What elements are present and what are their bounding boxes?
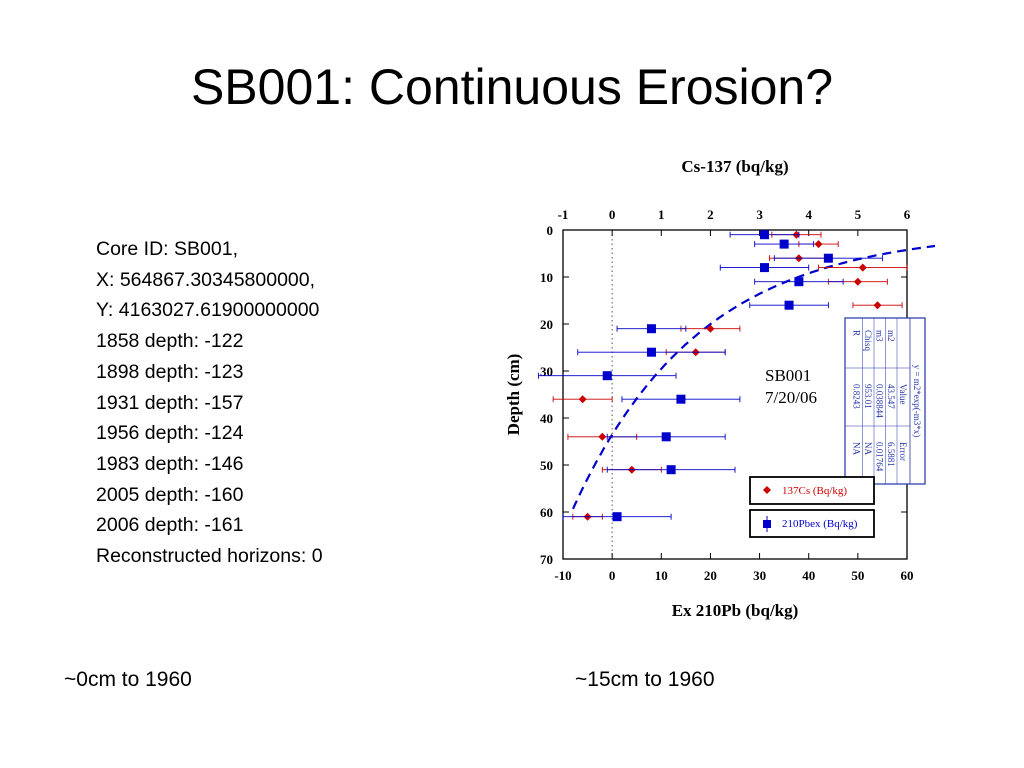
y-tick-label: 0 [547,223,554,238]
bottom-axis-title: Ex 210Pb (bq/kg) [672,601,799,620]
bottom-tick-label: 30 [753,568,766,583]
fit-table-frame [844,317,926,485]
core-info-block: Core ID: SB001, X: 564867.30345800000, Y… [96,234,323,572]
pb210-point [779,239,789,249]
fit-table-cell: 0.038844 [875,384,885,418]
cs137-point [598,432,607,441]
top-tick-label: 3 [756,207,763,222]
y-tick-label: 40 [540,411,553,426]
fit-table-cell: 0.8243 [852,384,862,409]
slide-title: SB001: Continuous Erosion? [190,59,834,115]
legend-cs137-marker [763,486,771,494]
bottom-tick-label: 50 [851,568,864,583]
info-line: Y: 4163027.61900000000 [96,299,320,322]
legend-pb210-marker [763,520,771,528]
fit-table-header: Value [898,384,908,405]
fit-table-header: Error [898,442,908,461]
fit-table-cell: NA [863,442,873,455]
pb210-point [784,300,794,310]
pb210-point [661,432,671,442]
cs137-point [578,395,587,404]
pb210-point [666,465,676,475]
top-axis-title: Cs-137 (bq/kg) [681,157,788,176]
info-line: Core ID: SB001, [96,238,238,260]
fit-table-cell: m2 [886,330,896,342]
info-line: 1956 depth: -124 [96,422,244,445]
annotation-site: SB001 [765,366,811,385]
cs137-point [853,277,862,286]
pb210-point [759,263,769,273]
legend-cs137-box [749,476,875,505]
pb210-point [759,230,769,240]
top-tick-label: 5 [855,207,862,222]
cs137-point [814,240,823,249]
info-line: 1858 depth: -122 [96,330,244,353]
top-tick-label: -1 [558,207,569,222]
info-line: 2006 depth: -161 [96,514,244,537]
fit-table-cell: R [852,330,862,336]
pb210-point [602,371,612,381]
fit-table: y = m2*exp(-m3*x) Value Error m2 43.547 6.588… [844,317,926,485]
legend-pb210-label: 210Pbex (Bq/kg) [782,518,858,530]
info-line: 1931 depth: -157 [96,391,244,414]
fit-table-cell: 43.547 [886,384,896,409]
fit-table-cell: m3 [875,330,885,342]
top-tick-label: 1 [658,207,665,222]
y-tick-label: 10 [540,270,553,285]
bottom-tick-label: 0 [609,568,616,583]
fit-curve [570,244,935,513]
cs137-point [706,324,715,333]
info-line: X: 564867.30345800000, [96,268,316,291]
info-line: 2005 depth: -160 [96,483,244,506]
caption-left: ~0cm to 1960 [64,668,192,691]
depth-profile-chart: Cs-137 (bq/kg) Ex 210Pb (bq/kg) Depth (cm)… [504,157,935,620]
cs137-point [873,301,882,310]
bottom-tick-label: 20 [704,568,717,583]
pb210-point [676,394,686,404]
bottom-tick-label: 10 [655,568,668,583]
info-line: Reconstructed horizons: 0 [96,545,323,568]
caption-right: ~15cm to 1960 [575,668,715,691]
legend-cs137-label: 137Cs (Bq/kg) [782,485,847,497]
cs137-point [858,263,867,272]
top-tick-label: 4 [805,207,812,222]
top-tick-label: 6 [904,207,911,222]
pb210-point [646,324,656,334]
pb210-point [646,347,656,357]
y-tick-label: 30 [540,364,553,379]
pb210-point [612,512,622,522]
y-tick-label: 20 [540,317,553,332]
top-tick-label: 2 [707,207,714,222]
fit-table-cell: 0.01764 [875,442,885,472]
pb210-point [823,253,833,263]
top-tick-label: 0 [609,207,616,222]
pb210-point [794,277,804,287]
fit-table-cell: NA [852,442,862,455]
y-tick-label: 60 [540,505,553,520]
fit-equation: y = m2*exp(-m3*x) [912,365,922,438]
y-axis-title: Depth (cm) [504,354,523,436]
bottom-tick-label: 40 [802,568,815,583]
y-tick-label: 70 [540,552,553,567]
info-line: 1983 depth: -146 [96,452,244,475]
annotation-date: 7/20/06 [765,388,817,407]
bottom-tick-label: -10 [554,568,571,583]
fit-table-cell: 6.5881 [886,442,896,467]
fit-table-cell: 953.01 [863,384,873,409]
bottom-tick-label: 60 [901,568,914,583]
info-line: 1898 depth: -123 [96,360,244,383]
y-tick-label: 50 [540,458,553,473]
fit-table-cell: Chisq [863,330,873,352]
